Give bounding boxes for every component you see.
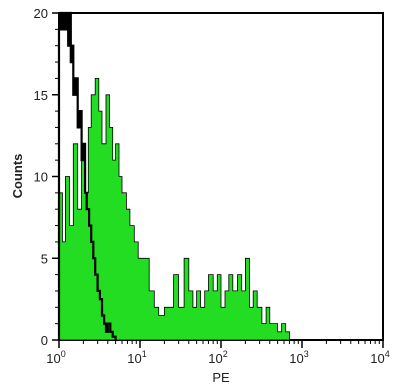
series-outline-histogram — [57, 11, 117, 340]
x-tick-label: 101 — [127, 349, 146, 366]
x-tick-label: 102 — [208, 349, 227, 366]
y-axis-title: Counts — [10, 154, 25, 199]
series-layer — [57, 11, 290, 341]
y-tick-label: 0 — [41, 333, 48, 348]
y-tick-label: 15 — [34, 88, 48, 103]
y-tick-label: 20 — [34, 6, 48, 21]
x-tick-label: 104 — [370, 349, 389, 366]
series-filled-histogram — [58, 78, 290, 341]
tick-layer: 100 101 102 103 104 0 5 10 15 20 — [34, 6, 390, 366]
y-tick-label: 5 — [41, 251, 48, 266]
y-tick-label: 10 — [34, 170, 48, 185]
x-tick-label: 103 — [289, 349, 308, 366]
x-tick-label: 100 — [46, 349, 65, 366]
x-axis-title: PE — [212, 370, 230, 385]
